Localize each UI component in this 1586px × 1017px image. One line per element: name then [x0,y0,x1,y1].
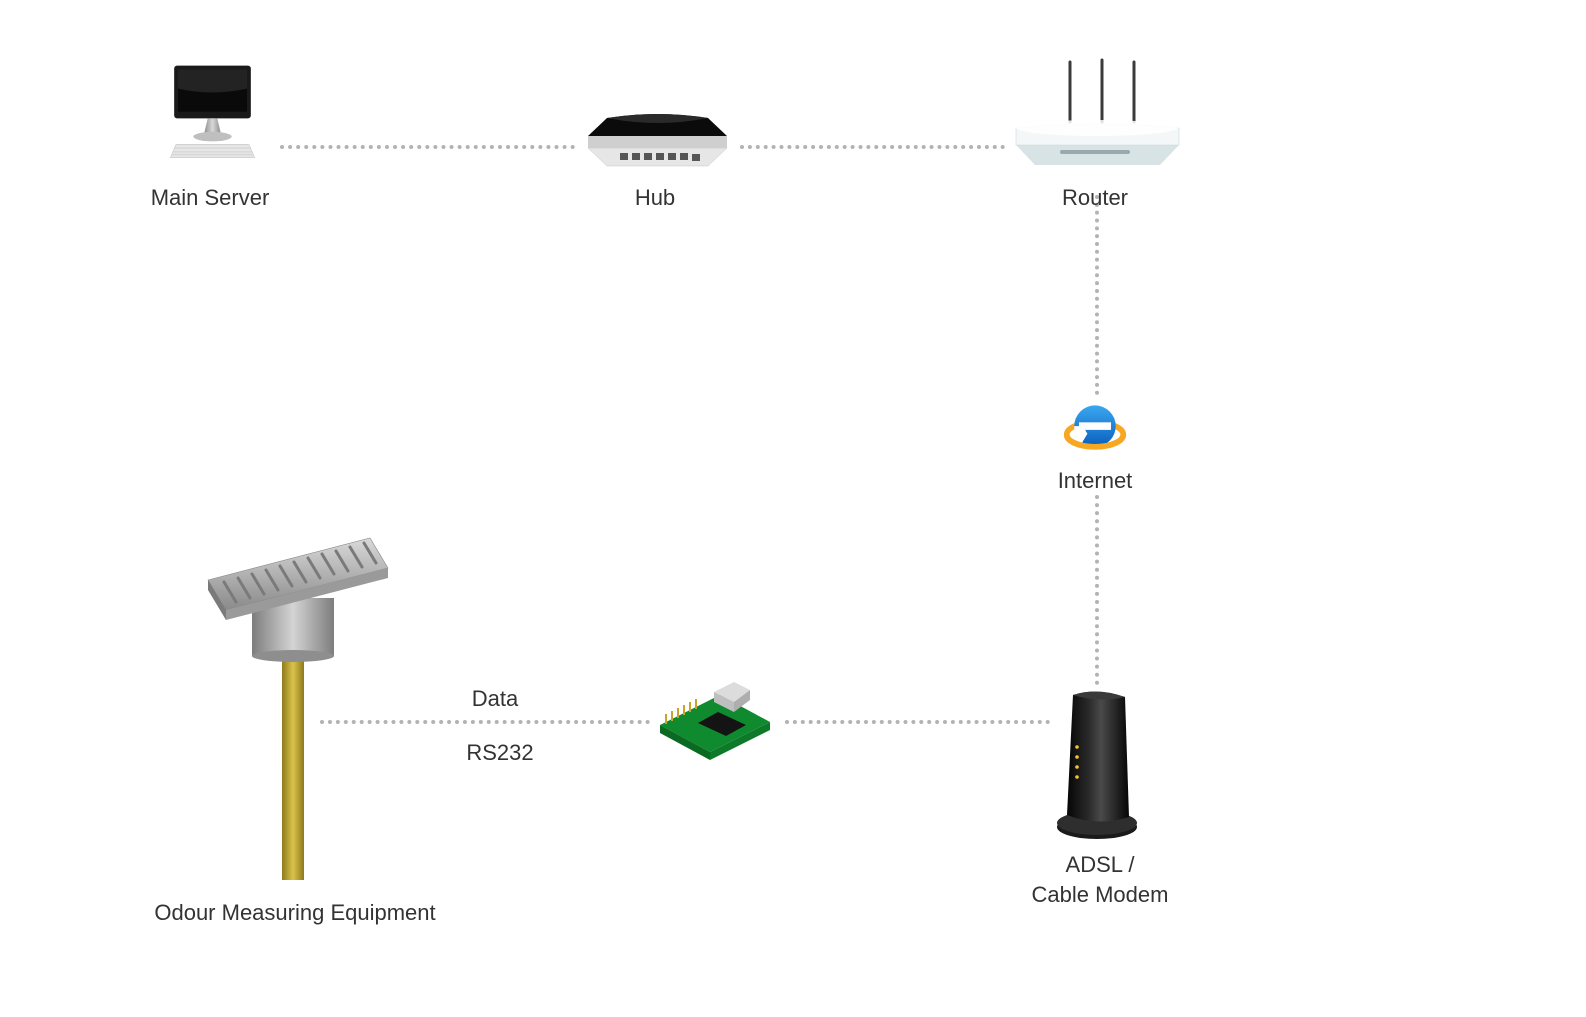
node-odour-equipment [190,510,400,890]
label-internet: Internet [1045,468,1145,494]
node-router [1010,50,1185,180]
node-modem [1055,685,1145,845]
node-hub [580,108,735,178]
node-main-server [155,58,270,173]
modem-icon [1055,685,1145,845]
internet-icon [1062,395,1128,461]
line-hub-router [740,145,1005,149]
odour-sensor-icon [190,510,400,890]
label-modem: ADSL / Cable Modem [1020,850,1180,909]
hub-icon [580,108,735,178]
label-link-rs232: RS232 [450,740,550,766]
label-main-server: Main Server [140,185,280,211]
line-board-modem [785,720,1050,724]
desktop-computer-icon [155,58,270,173]
node-internet [1062,395,1128,461]
label-link-data: Data [455,686,535,712]
line-internet-modem [1095,495,1099,685]
line-server-hub [280,145,575,149]
line-router-internet [1095,195,1099,395]
label-hub: Hub [610,185,700,211]
circuit-board-icon [648,670,778,770]
router-icon [1010,50,1185,180]
label-odour-equipment: Odour Measuring Equipment [145,900,445,926]
node-circuit-board [648,670,778,770]
label-router: Router [1045,185,1145,211]
